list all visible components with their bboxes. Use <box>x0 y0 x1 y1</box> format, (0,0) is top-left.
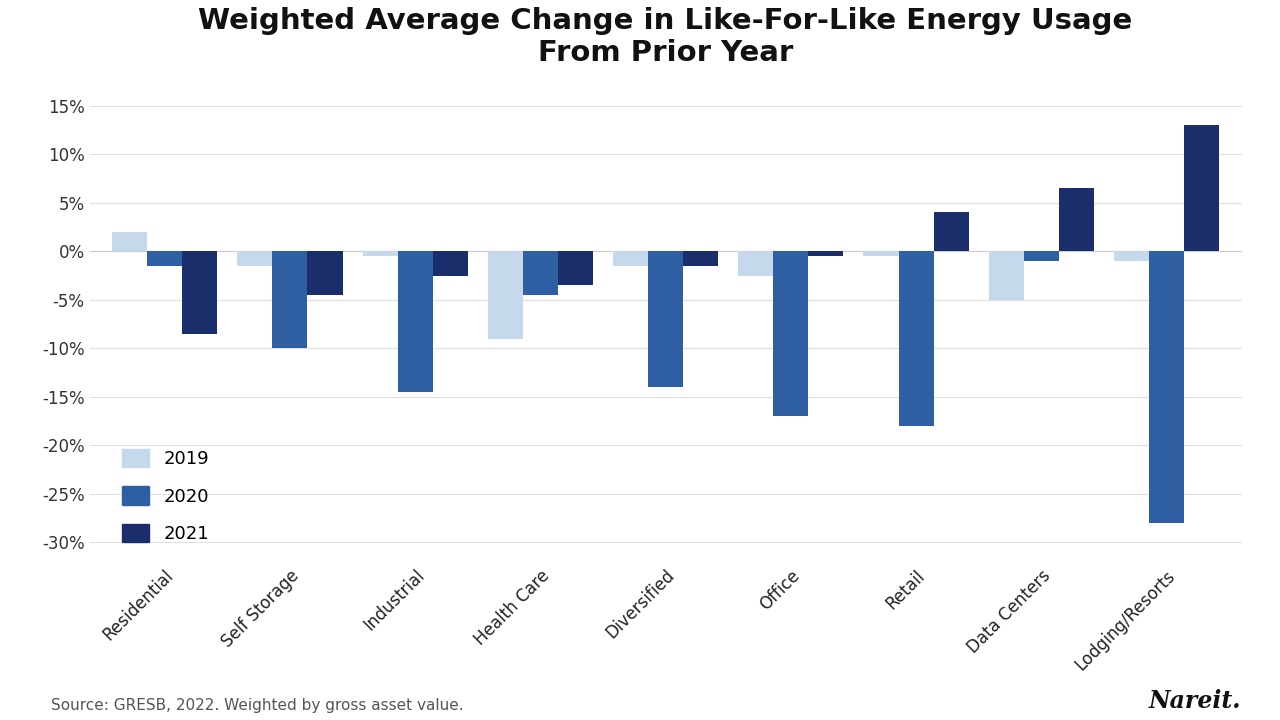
Bar <box>809 251 844 256</box>
Bar <box>522 251 558 295</box>
Bar <box>182 251 218 333</box>
Bar <box>433 251 467 276</box>
Bar <box>739 251 773 276</box>
Bar <box>684 251 718 266</box>
Bar <box>1024 251 1059 261</box>
Bar <box>1149 251 1184 523</box>
Bar <box>864 251 899 256</box>
Bar <box>613 251 648 266</box>
Bar <box>773 251 809 416</box>
Legend: 2019, 2020, 2021: 2019, 2020, 2021 <box>122 449 209 543</box>
Bar <box>1184 125 1219 251</box>
Bar <box>147 251 182 266</box>
Title: Weighted Average Change in Like-For-Like Energy Usage
From Prior Year: Weighted Average Change in Like-For-Like… <box>198 7 1133 68</box>
Text: Nareit.: Nareit. <box>1149 689 1242 713</box>
Bar <box>933 212 969 251</box>
Text: Source: GRESB, 2022. Weighted by gross asset value.: Source: GRESB, 2022. Weighted by gross a… <box>51 698 463 713</box>
Bar <box>1114 251 1149 261</box>
Bar <box>1059 188 1094 251</box>
Bar <box>307 251 343 295</box>
Bar <box>648 251 684 387</box>
Bar <box>488 251 522 338</box>
Bar <box>899 251 933 426</box>
Bar <box>113 232 147 251</box>
Bar <box>237 251 273 266</box>
Bar <box>558 251 593 285</box>
Bar <box>273 251 307 348</box>
Bar <box>988 251 1024 300</box>
Bar <box>398 251 433 392</box>
Bar <box>362 251 398 256</box>
